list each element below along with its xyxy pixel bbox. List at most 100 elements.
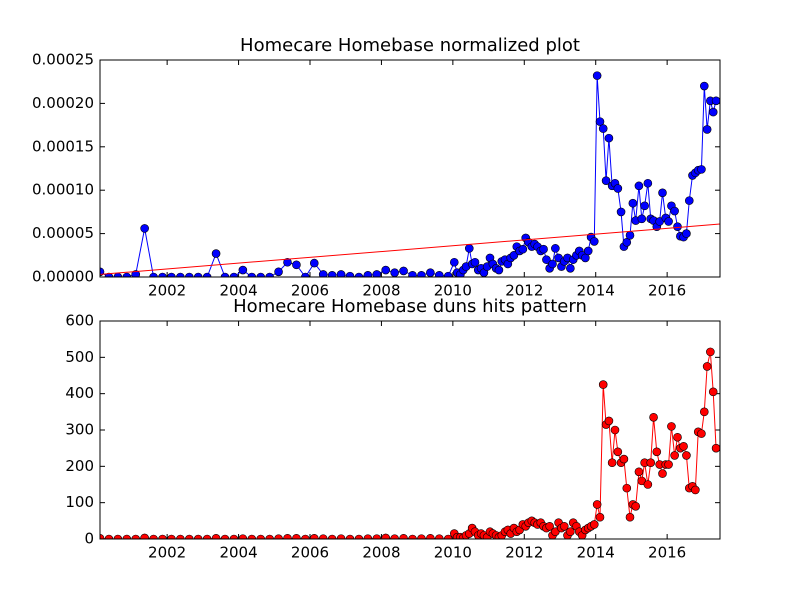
data-point (625, 512, 635, 522)
data-point (601, 176, 611, 185)
data-point (631, 501, 641, 511)
data-point (607, 458, 617, 468)
x-tick-label: 2008 (362, 282, 400, 300)
data-point (327, 534, 337, 539)
y-tick-label: 0.00020 (32, 94, 94, 112)
data-point (706, 347, 715, 357)
data-point (247, 534, 257, 539)
data-point (408, 534, 417, 539)
data-point (464, 244, 474, 253)
data-point (545, 521, 554, 531)
data-point (301, 534, 310, 539)
data-point (658, 188, 667, 198)
data-point (256, 272, 266, 277)
data-point (699, 407, 709, 417)
data-point (684, 196, 694, 205)
data-point (667, 422, 676, 431)
data-point (566, 527, 575, 537)
data-point (697, 165, 706, 174)
data-point (697, 429, 706, 438)
data-point (149, 534, 158, 539)
data-point (265, 272, 274, 277)
data-point (616, 207, 626, 217)
data-point (551, 244, 560, 253)
data-point (408, 270, 417, 277)
data-point (566, 264, 575, 273)
data-point (598, 380, 608, 389)
data-point (702, 362, 712, 371)
data-point (664, 217, 673, 226)
data-point (399, 533, 408, 539)
data-point (184, 272, 194, 277)
data-point (426, 533, 435, 539)
y-tick-label: 0.00005 (32, 224, 94, 242)
data-point (622, 237, 632, 247)
data-point (309, 258, 319, 268)
data-point (131, 534, 141, 539)
data-point (363, 270, 373, 277)
data-point (670, 206, 679, 216)
data-point (336, 270, 346, 277)
data-point (559, 521, 569, 531)
data-point (592, 500, 602, 509)
x-tick-label: 2014 (577, 282, 615, 300)
data-point (664, 460, 673, 469)
data-point (283, 257, 292, 267)
data-point (682, 229, 691, 238)
data-point (256, 534, 266, 539)
data-point (167, 272, 176, 277)
data-point (589, 520, 599, 529)
data-point (583, 246, 593, 256)
data-point (548, 259, 557, 269)
x-tick-label: 2012 (505, 544, 543, 562)
data-point (309, 533, 319, 539)
y-tick-label: 500 (65, 348, 94, 366)
y-tick-label: 600 (65, 312, 94, 330)
y-tick-label: 0.00015 (32, 137, 94, 155)
data-point (176, 534, 185, 539)
data-point (229, 272, 239, 277)
data-point (589, 237, 599, 246)
y-tick-label: 0.00010 (32, 181, 94, 199)
data-point (699, 81, 709, 91)
data-point (637, 214, 647, 224)
data-point (711, 96, 720, 106)
data-point (673, 222, 682, 231)
data-point (494, 265, 504, 275)
data-point (354, 272, 364, 277)
data-point (673, 432, 682, 442)
data-point (470, 257, 480, 267)
data-point (604, 416, 614, 426)
data-point (345, 271, 355, 277)
data-point (140, 533, 149, 539)
x-tick-label: 2016 (648, 544, 686, 562)
x-tick-label: 2004 (219, 282, 257, 300)
data-point (711, 443, 720, 453)
data-point (640, 201, 649, 211)
data-point (649, 412, 658, 422)
data-point (679, 442, 688, 451)
y-tick-label: 0 (84, 530, 94, 548)
x-tick-label: 2006 (291, 544, 329, 562)
x-tick-label: 2010 (434, 282, 472, 300)
x-tick-label: 2002 (148, 544, 186, 562)
data-point (399, 266, 408, 276)
x-tick-label: 2012 (505, 282, 543, 300)
data-point (176, 272, 185, 277)
data-point (381, 533, 391, 539)
data-point (220, 272, 230, 277)
data-point (327, 270, 337, 277)
data-point (202, 272, 212, 277)
data-point (381, 265, 391, 275)
data-point (682, 451, 691, 460)
data-point (193, 534, 203, 539)
data-point (708, 107, 718, 117)
data-point (193, 272, 203, 277)
data-point (443, 534, 453, 539)
data-point (610, 425, 620, 435)
data-point (619, 454, 629, 464)
axes-frame (99, 59, 721, 278)
data-point (100, 533, 105, 539)
